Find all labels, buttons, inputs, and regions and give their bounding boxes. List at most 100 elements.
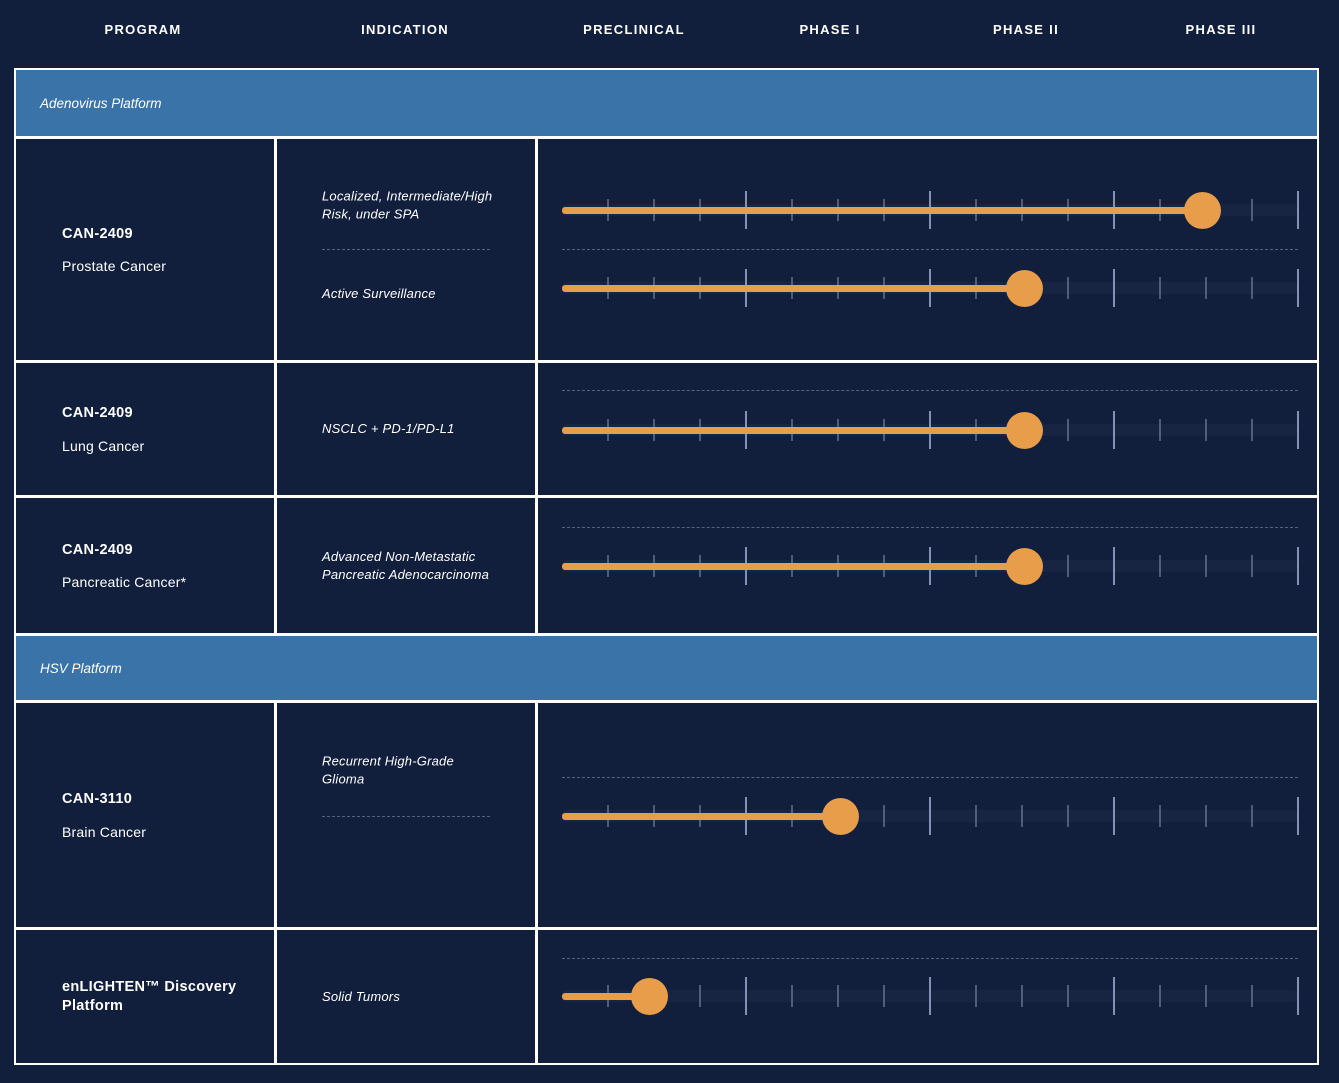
program-cell-prostate: CAN-2409 Prostate Cancer bbox=[16, 139, 274, 360]
program-name: CAN-2409 bbox=[62, 225, 133, 242]
timeline-cell-pancreatic bbox=[538, 498, 1317, 633]
program-name: enLIGHTEN™ Discovery Platform bbox=[62, 979, 237, 1014]
phase-boundary-tick bbox=[1297, 411, 1299, 449]
timeline-divider bbox=[562, 527, 1298, 528]
tick bbox=[1021, 805, 1023, 827]
platform-banner-hsv: HSV Platform bbox=[16, 636, 1317, 700]
indication-divider bbox=[322, 816, 490, 817]
program-cell-brain: CAN-3110 Brain Cancer bbox=[16, 703, 274, 927]
tick bbox=[1205, 805, 1207, 827]
indication-cell-lung: NSCLC + PD-1/PD-L1 bbox=[277, 363, 535, 495]
tick bbox=[975, 805, 977, 827]
indication-label: Advanced Non-Metastatic Pancreatic Adeno… bbox=[322, 548, 490, 582]
tick bbox=[1251, 199, 1253, 221]
tick bbox=[1067, 277, 1069, 299]
program-subtitle: Lung Cancer bbox=[62, 437, 145, 454]
phase-boundary-tick bbox=[1113, 547, 1115, 585]
tick bbox=[1251, 277, 1253, 299]
timeline-cell-lung bbox=[538, 363, 1317, 495]
progress-line bbox=[562, 562, 1024, 570]
timeline-cell-enlighten bbox=[538, 930, 1317, 1063]
progress-endpoint-dot bbox=[1005, 547, 1043, 585]
phase-boundary-tick bbox=[1113, 411, 1115, 449]
progress-endpoint-dot bbox=[1005, 411, 1043, 449]
indication-label: Recurrent High-Grade Glioma bbox=[322, 753, 454, 786]
program-subtitle: Prostate Cancer bbox=[62, 258, 167, 275]
timeline-cell-brain bbox=[538, 703, 1317, 927]
tick bbox=[1159, 805, 1161, 827]
tick bbox=[791, 985, 793, 1007]
tick bbox=[1251, 805, 1253, 827]
tick bbox=[1251, 985, 1253, 1007]
platform-banner-label: HSV Platform bbox=[40, 660, 122, 676]
progress-line bbox=[562, 426, 1024, 434]
tick bbox=[883, 985, 885, 1007]
column-header-phase-3: PHASE III bbox=[1185, 22, 1257, 37]
progress-endpoint-dot bbox=[630, 977, 668, 1015]
program-subtitle: Pancreatic Cancer* bbox=[62, 574, 187, 591]
tick bbox=[1251, 419, 1253, 441]
progress-endpoint-dot bbox=[1005, 269, 1043, 307]
tick bbox=[699, 985, 701, 1007]
platform-banner-adenovirus: Adenovirus Platform bbox=[16, 70, 1317, 136]
indication-label: Solid Tumors bbox=[322, 988, 401, 1004]
phase-boundary-tick bbox=[1297, 547, 1299, 585]
phase-boundary-tick bbox=[1297, 977, 1299, 1015]
timeline-divider bbox=[562, 249, 1298, 250]
tick bbox=[1205, 555, 1207, 577]
timeline-divider bbox=[562, 777, 1298, 778]
phase-boundary-tick bbox=[1297, 269, 1299, 307]
column-header-program: PROGRAM bbox=[104, 22, 182, 37]
progress-line bbox=[562, 284, 1024, 292]
tick bbox=[1251, 555, 1253, 577]
tick bbox=[1159, 555, 1161, 577]
timeline-divider bbox=[562, 958, 1298, 959]
program-cell-enlighten: enLIGHTEN™ Discovery Platform bbox=[16, 930, 274, 1063]
phase-boundary-tick bbox=[1113, 269, 1115, 307]
indication-cell-brain: Recurrent High-Grade Glioma bbox=[277, 703, 535, 927]
indication-cell-prostate: Localized, Intermediate/High Risk, under… bbox=[277, 139, 535, 360]
pipeline-table: Adenovirus Platform CAN-2409 Prostate Ca… bbox=[14, 68, 1319, 1065]
tick bbox=[1067, 419, 1069, 441]
program-cell-lung: CAN-2409 Lung Cancer bbox=[16, 363, 274, 495]
progress-endpoint-dot bbox=[821, 797, 859, 835]
tick bbox=[1159, 277, 1161, 299]
tick bbox=[1067, 985, 1069, 1007]
column-header-preclinical: PRECLINICAL bbox=[583, 22, 685, 37]
tick bbox=[1205, 419, 1207, 441]
progress-line bbox=[562, 206, 1202, 214]
tick bbox=[1067, 555, 1069, 577]
tick bbox=[975, 985, 977, 1007]
indication-cell-pancreatic: Advanced Non-Metastatic Pancreatic Adeno… bbox=[277, 498, 535, 633]
tick bbox=[883, 805, 885, 827]
program-cell-pancreatic: CAN-2409 Pancreatic Cancer* bbox=[16, 498, 274, 633]
indication-label: NSCLC + PD-1/PD-L1 bbox=[322, 421, 455, 437]
phase-boundary-tick bbox=[745, 977, 747, 1015]
progress-line bbox=[562, 812, 840, 820]
program-name: CAN-3110 bbox=[62, 791, 133, 808]
column-header-phase-2: PHASE II bbox=[992, 22, 1060, 37]
tick bbox=[1205, 985, 1207, 1007]
platform-banner-label: Adenovirus Platform bbox=[40, 95, 162, 111]
column-header-phase-1: PHASE I bbox=[799, 22, 861, 37]
tick bbox=[1159, 419, 1161, 441]
phase-boundary-tick bbox=[1297, 797, 1299, 835]
phase-boundary-tick bbox=[929, 797, 931, 835]
tick bbox=[1021, 985, 1023, 1007]
tick bbox=[1205, 277, 1207, 299]
column-header-indication: INDICATION bbox=[361, 22, 449, 37]
timeline-divider bbox=[562, 390, 1298, 391]
indication-divider bbox=[322, 249, 490, 250]
phase-boundary-tick bbox=[929, 977, 931, 1015]
program-subtitle: Brain Cancer bbox=[62, 823, 147, 840]
tick bbox=[837, 985, 839, 1007]
indication-cell-enlighten: Solid Tumors bbox=[277, 930, 535, 1063]
progress-endpoint-dot bbox=[1183, 191, 1221, 229]
indication-label: Localized, Intermediate/High Risk, under… bbox=[322, 188, 493, 221]
program-name: CAN-2409 bbox=[62, 405, 133, 422]
program-name: CAN-2409 bbox=[62, 541, 133, 558]
timeline-cell-prostate bbox=[538, 139, 1317, 360]
tick bbox=[1159, 985, 1161, 1007]
phase-boundary-tick bbox=[1113, 797, 1115, 835]
phase-boundary-tick bbox=[1113, 977, 1115, 1015]
